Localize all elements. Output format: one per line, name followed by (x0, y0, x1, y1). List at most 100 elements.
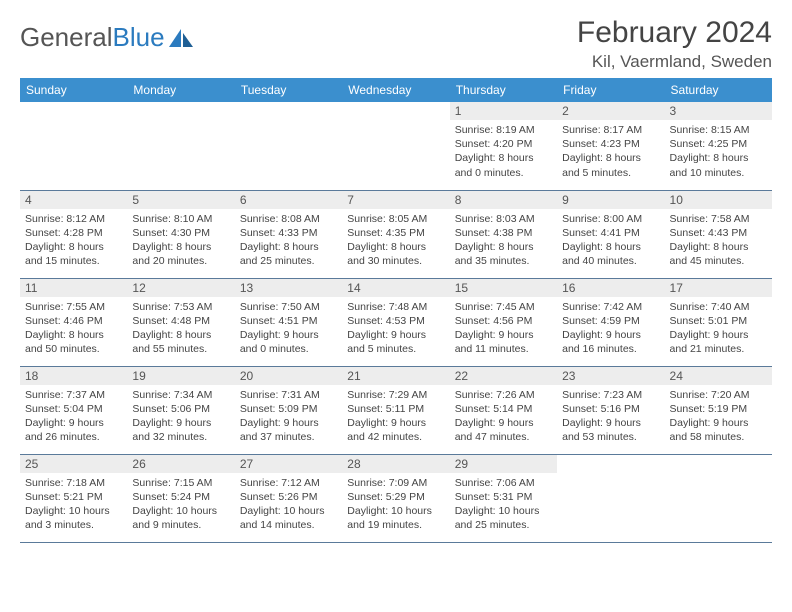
calendar-cell: 19Sunrise: 7:34 AMSunset: 5:06 PMDayligh… (127, 366, 234, 454)
day-details: Sunrise: 8:00 AMSunset: 4:41 PMDaylight:… (557, 209, 664, 273)
calendar-cell: 8Sunrise: 8:03 AMSunset: 4:38 PMDaylight… (450, 190, 557, 278)
brand-part1: General (20, 22, 113, 53)
calendar-cell: 7Sunrise: 8:05 AMSunset: 4:35 PMDaylight… (342, 190, 449, 278)
calendar-cell: 29Sunrise: 7:06 AMSunset: 5:31 PMDayligh… (450, 454, 557, 542)
day-details: Sunrise: 7:42 AMSunset: 4:59 PMDaylight:… (557, 297, 664, 361)
calendar-cell: 26Sunrise: 7:15 AMSunset: 5:24 PMDayligh… (127, 454, 234, 542)
calendar-cell (665, 454, 772, 542)
day-details: Sunrise: 7:55 AMSunset: 4:46 PMDaylight:… (20, 297, 127, 361)
calendar-cell: 16Sunrise: 7:42 AMSunset: 4:59 PMDayligh… (557, 278, 664, 366)
day-number: 24 (665, 367, 772, 385)
calendar-cell: 24Sunrise: 7:20 AMSunset: 5:19 PMDayligh… (665, 366, 772, 454)
calendar-cell: 6Sunrise: 8:08 AMSunset: 4:33 PMDaylight… (235, 190, 342, 278)
day-number: 14 (342, 279, 449, 297)
title-block: February 2024 Kil, Vaermland, Sweden (577, 16, 772, 72)
day-header: Friday (557, 78, 664, 102)
day-header: Saturday (665, 78, 772, 102)
calendar-cell: 10Sunrise: 7:58 AMSunset: 4:43 PMDayligh… (665, 190, 772, 278)
day-header: Tuesday (235, 78, 342, 102)
brand-logo: GeneralBlue (20, 16, 195, 53)
day-details: Sunrise: 8:08 AMSunset: 4:33 PMDaylight:… (235, 209, 342, 273)
day-number: 22 (450, 367, 557, 385)
day-details: Sunrise: 7:26 AMSunset: 5:14 PMDaylight:… (450, 385, 557, 449)
day-details: Sunrise: 7:09 AMSunset: 5:29 PMDaylight:… (342, 473, 449, 537)
day-number: 27 (235, 455, 342, 473)
calendar-cell: 5Sunrise: 8:10 AMSunset: 4:30 PMDaylight… (127, 190, 234, 278)
calendar-cell: 9Sunrise: 8:00 AMSunset: 4:41 PMDaylight… (557, 190, 664, 278)
calendar-body: 1Sunrise: 8:19 AMSunset: 4:20 PMDaylight… (20, 102, 772, 542)
calendar-cell: 14Sunrise: 7:48 AMSunset: 4:53 PMDayligh… (342, 278, 449, 366)
day-details: Sunrise: 8:17 AMSunset: 4:23 PMDaylight:… (557, 120, 664, 184)
day-number: 15 (450, 279, 557, 297)
calendar-cell: 11Sunrise: 7:55 AMSunset: 4:46 PMDayligh… (20, 278, 127, 366)
day-number: 13 (235, 279, 342, 297)
day-details: Sunrise: 7:15 AMSunset: 5:24 PMDaylight:… (127, 473, 234, 537)
day-details: Sunrise: 7:50 AMSunset: 4:51 PMDaylight:… (235, 297, 342, 361)
day-details: Sunrise: 8:19 AMSunset: 4:20 PMDaylight:… (450, 120, 557, 184)
calendar-week: 11Sunrise: 7:55 AMSunset: 4:46 PMDayligh… (20, 278, 772, 366)
header: GeneralBlue February 2024 Kil, Vaermland… (20, 16, 772, 72)
day-number: 6 (235, 191, 342, 209)
calendar-cell: 17Sunrise: 7:40 AMSunset: 5:01 PMDayligh… (665, 278, 772, 366)
calendar-head: SundayMondayTuesdayWednesdayThursdayFrid… (20, 78, 772, 102)
day-details: Sunrise: 8:15 AMSunset: 4:25 PMDaylight:… (665, 120, 772, 184)
day-number: 19 (127, 367, 234, 385)
day-number: 18 (20, 367, 127, 385)
day-details: Sunrise: 7:18 AMSunset: 5:21 PMDaylight:… (20, 473, 127, 537)
day-number: 26 (127, 455, 234, 473)
calendar-week: 18Sunrise: 7:37 AMSunset: 5:04 PMDayligh… (20, 366, 772, 454)
day-details: Sunrise: 7:58 AMSunset: 4:43 PMDaylight:… (665, 209, 772, 273)
day-details: Sunrise: 7:45 AMSunset: 4:56 PMDaylight:… (450, 297, 557, 361)
calendar-cell (557, 454, 664, 542)
day-header: Wednesday (342, 78, 449, 102)
calendar-cell: 23Sunrise: 7:23 AMSunset: 5:16 PMDayligh… (557, 366, 664, 454)
calendar-cell: 20Sunrise: 7:31 AMSunset: 5:09 PMDayligh… (235, 366, 342, 454)
day-details: Sunrise: 7:48 AMSunset: 4:53 PMDaylight:… (342, 297, 449, 361)
calendar-cell: 21Sunrise: 7:29 AMSunset: 5:11 PMDayligh… (342, 366, 449, 454)
day-number: 5 (127, 191, 234, 209)
calendar-week: 1Sunrise: 8:19 AMSunset: 4:20 PMDaylight… (20, 102, 772, 190)
day-details: Sunrise: 7:23 AMSunset: 5:16 PMDaylight:… (557, 385, 664, 449)
day-number: 11 (20, 279, 127, 297)
calendar-cell: 25Sunrise: 7:18 AMSunset: 5:21 PMDayligh… (20, 454, 127, 542)
calendar-cell (20, 102, 127, 190)
day-details: Sunrise: 7:12 AMSunset: 5:26 PMDaylight:… (235, 473, 342, 537)
day-number: 21 (342, 367, 449, 385)
day-number: 29 (450, 455, 557, 473)
day-details: Sunrise: 7:34 AMSunset: 5:06 PMDaylight:… (127, 385, 234, 449)
day-number: 1 (450, 102, 557, 120)
brand-part2: Blue (113, 22, 165, 53)
calendar-cell: 13Sunrise: 7:50 AMSunset: 4:51 PMDayligh… (235, 278, 342, 366)
calendar-cell: 4Sunrise: 8:12 AMSunset: 4:28 PMDaylight… (20, 190, 127, 278)
day-number: 9 (557, 191, 664, 209)
day-details: Sunrise: 7:29 AMSunset: 5:11 PMDaylight:… (342, 385, 449, 449)
day-details: Sunrise: 7:20 AMSunset: 5:19 PMDaylight:… (665, 385, 772, 449)
day-number: 23 (557, 367, 664, 385)
calendar-cell: 2Sunrise: 8:17 AMSunset: 4:23 PMDaylight… (557, 102, 664, 190)
calendar-cell: 12Sunrise: 7:53 AMSunset: 4:48 PMDayligh… (127, 278, 234, 366)
day-number: 20 (235, 367, 342, 385)
calendar-cell: 3Sunrise: 8:15 AMSunset: 4:25 PMDaylight… (665, 102, 772, 190)
day-number: 17 (665, 279, 772, 297)
day-number: 10 (665, 191, 772, 209)
day-number: 7 (342, 191, 449, 209)
calendar-cell (235, 102, 342, 190)
calendar-cell: 22Sunrise: 7:26 AMSunset: 5:14 PMDayligh… (450, 366, 557, 454)
day-header: Thursday (450, 78, 557, 102)
day-number: 12 (127, 279, 234, 297)
day-number: 8 (450, 191, 557, 209)
day-number: 25 (20, 455, 127, 473)
day-details: Sunrise: 7:53 AMSunset: 4:48 PMDaylight:… (127, 297, 234, 361)
calendar-cell (127, 102, 234, 190)
sail-icon (167, 27, 195, 49)
day-number: 16 (557, 279, 664, 297)
day-header: Sunday (20, 78, 127, 102)
day-details: Sunrise: 7:37 AMSunset: 5:04 PMDaylight:… (20, 385, 127, 449)
day-header: Monday (127, 78, 234, 102)
day-details: Sunrise: 8:05 AMSunset: 4:35 PMDaylight:… (342, 209, 449, 273)
calendar-week: 25Sunrise: 7:18 AMSunset: 5:21 PMDayligh… (20, 454, 772, 542)
calendar-cell: 28Sunrise: 7:09 AMSunset: 5:29 PMDayligh… (342, 454, 449, 542)
day-number: 3 (665, 102, 772, 120)
month-title: February 2024 (577, 16, 772, 50)
day-number: 28 (342, 455, 449, 473)
